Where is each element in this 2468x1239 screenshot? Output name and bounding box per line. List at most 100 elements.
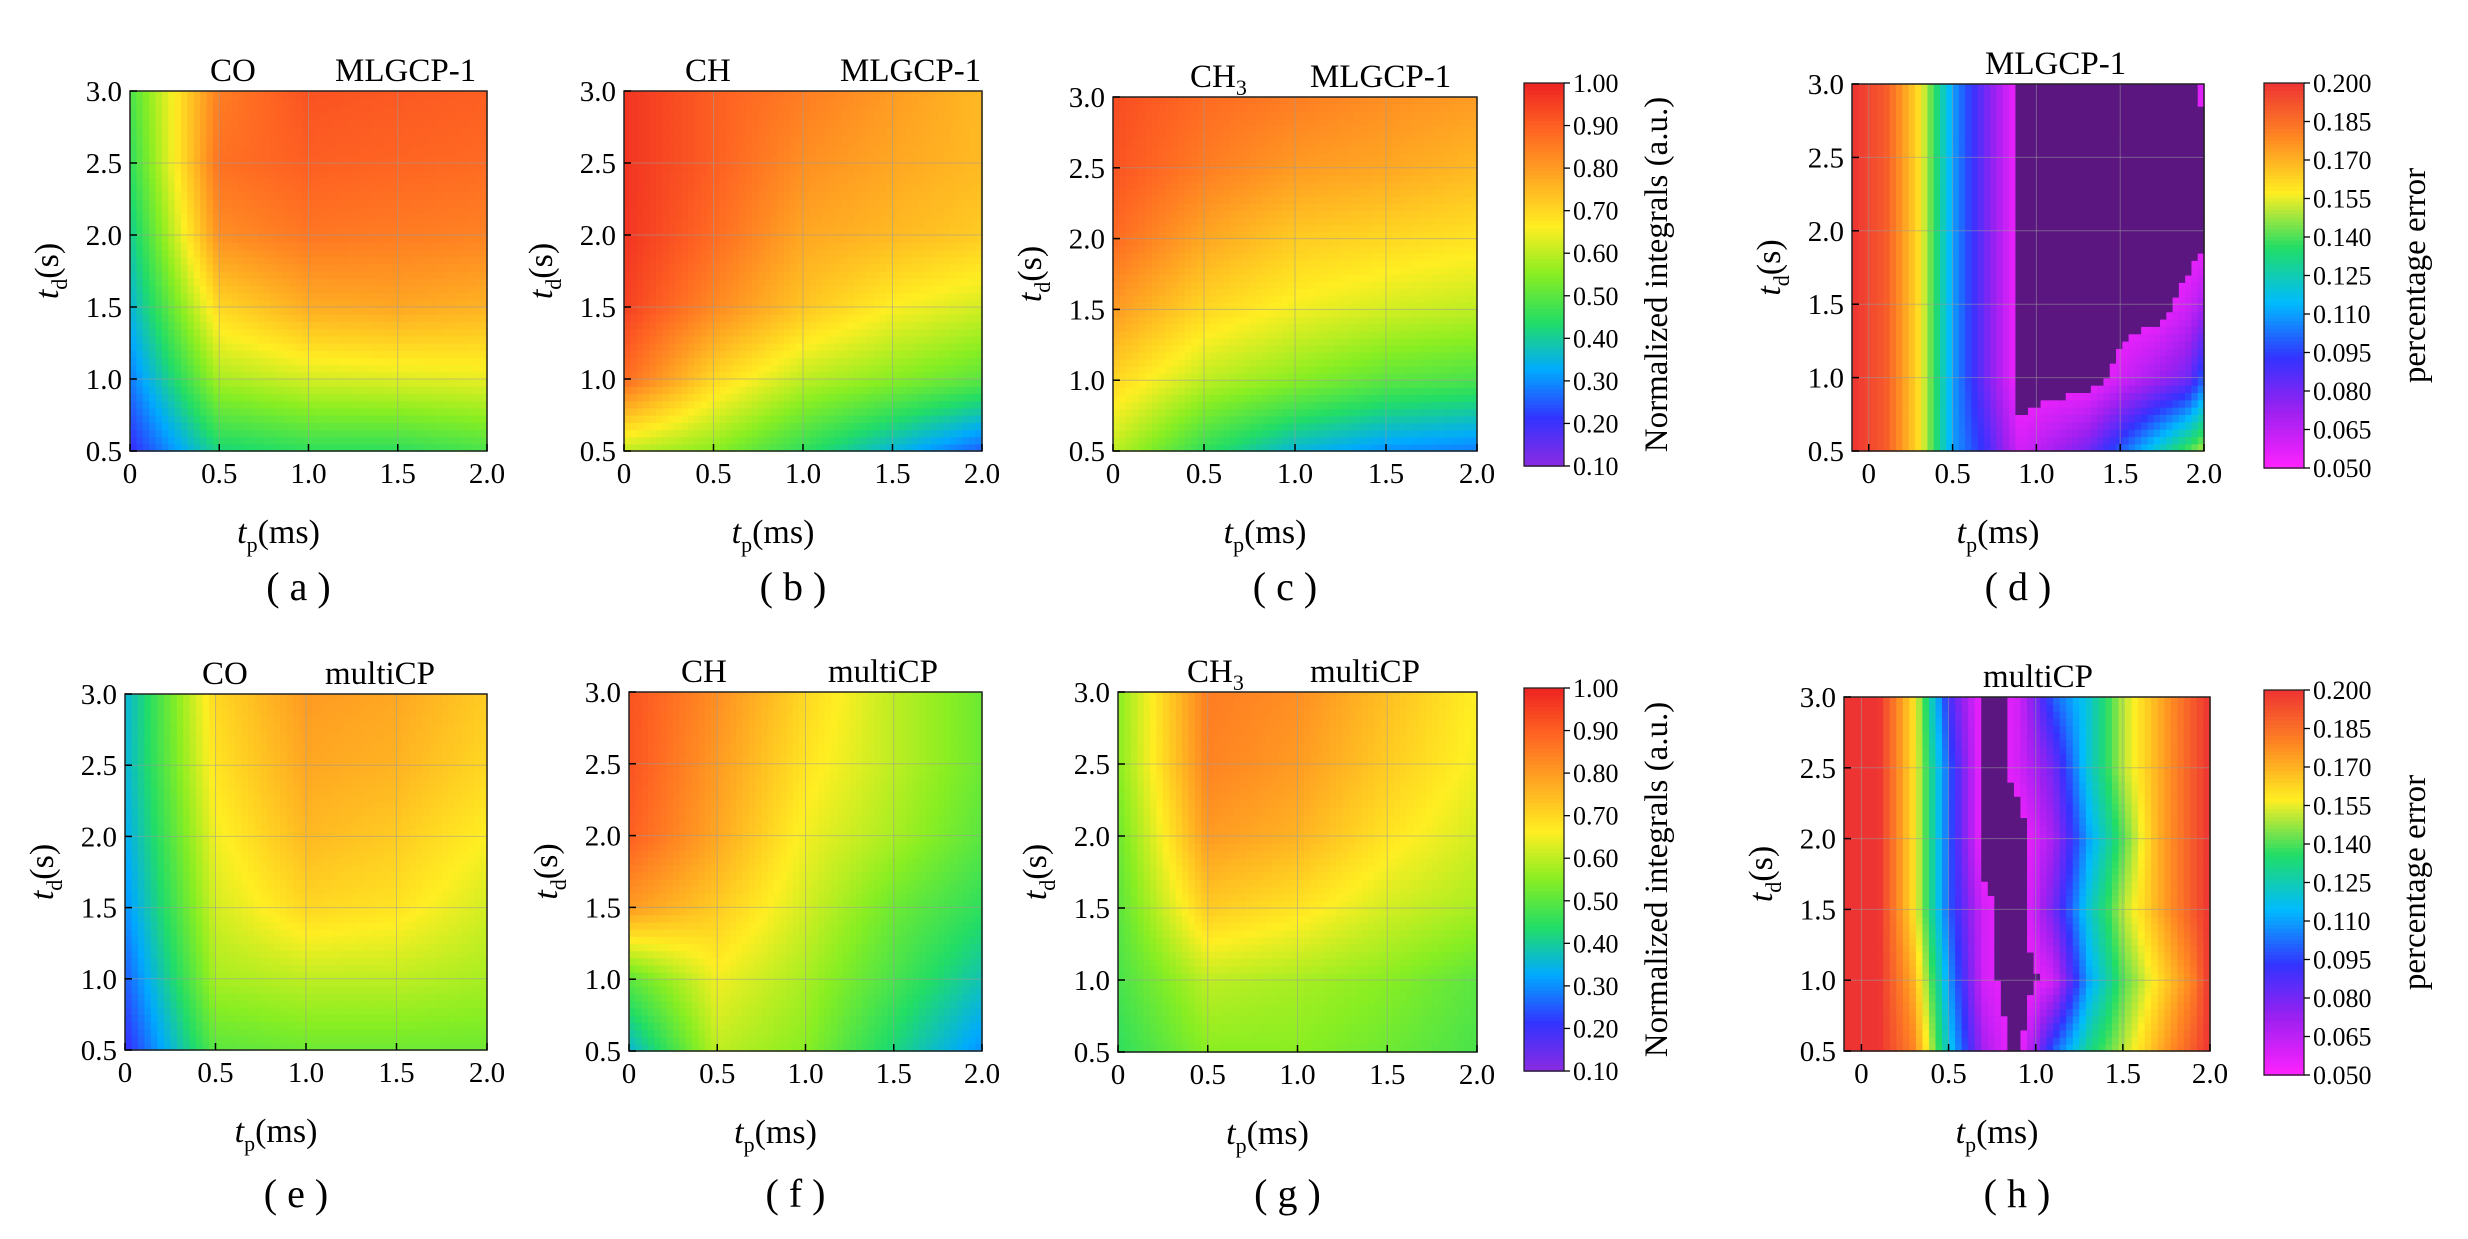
heatmap-cell [143, 141, 150, 149]
heatmap-cell [765, 393, 772, 401]
heatmap-cell [289, 213, 296, 221]
heatmap-cell [739, 177, 746, 185]
heatmap-cell [931, 293, 938, 301]
heatmap-cell [963, 242, 970, 250]
heatmap-cell [353, 293, 360, 301]
heatmap-cell [758, 206, 765, 214]
heatmap-cell [816, 314, 823, 322]
heatmap-cell [809, 206, 816, 214]
heatmap-cell [251, 321, 258, 329]
heatmap-cell [360, 98, 367, 106]
heatmap-cell [187, 213, 194, 221]
heatmap-cell [130, 149, 137, 157]
heatmap-cell [854, 221, 861, 229]
heatmap-cell [455, 185, 462, 193]
heatmap-cell [353, 213, 360, 221]
heatmap-cell [245, 271, 252, 279]
heatmap-cell [745, 177, 752, 185]
heatmap-cell [449, 401, 456, 409]
heatmap-cell [200, 285, 207, 293]
heatmap-cell [809, 350, 816, 358]
heatmap-cell [238, 98, 245, 106]
heatmap-cell [758, 185, 765, 193]
heatmap-cell [449, 242, 456, 250]
heatmap-cell [219, 401, 226, 409]
heatmap-cell [251, 379, 258, 387]
heatmap-cell [675, 336, 682, 344]
heatmap-cell [136, 429, 143, 437]
heatmap-cell [315, 177, 322, 185]
heatmap-cell [765, 314, 772, 322]
heatmap-cell [950, 177, 957, 185]
heatmap-cell [372, 185, 379, 193]
heatmap-cell [956, 329, 963, 337]
heatmap-cell [340, 343, 347, 351]
heatmap-cell [474, 249, 481, 257]
heatmap-cell [328, 278, 335, 286]
heatmap-cell [162, 206, 169, 214]
heatmap-cell [277, 199, 284, 207]
heatmap-cell [238, 199, 245, 207]
heatmap-cell [226, 105, 233, 113]
heatmap-cell [733, 177, 740, 185]
heatmap-cell [149, 437, 156, 445]
heatmap-cell [643, 177, 650, 185]
heatmap-cell [379, 350, 386, 358]
heatmap-cell [130, 437, 137, 445]
heatmap-cell [430, 192, 437, 200]
heatmap-cell [207, 177, 214, 185]
heatmap-cell [637, 264, 644, 272]
heatmap-cell [969, 192, 976, 200]
heatmap-cell [194, 170, 201, 178]
heatmap-cell [669, 242, 676, 250]
heatmap-cell [701, 415, 708, 423]
heatmap-cell [650, 343, 657, 351]
heatmap-cell [784, 379, 791, 387]
heatmap-cell [289, 422, 296, 430]
heatmap-cell [334, 185, 341, 193]
heatmap-cell [816, 357, 823, 365]
heatmap-cell [130, 314, 137, 322]
heatmap-cell [315, 408, 322, 416]
heatmap-cell [143, 401, 150, 409]
heatmap-cell [385, 120, 392, 128]
heatmap-cell [835, 235, 842, 243]
heatmap-cell [156, 401, 163, 409]
heatmap-cell [777, 177, 784, 185]
heatmap-cell [924, 257, 931, 265]
heatmap-cell [296, 149, 303, 157]
heatmap-cell [950, 429, 957, 437]
heatmap-cell [226, 401, 233, 409]
heatmap-cell [752, 379, 759, 387]
heatmap-cell [803, 278, 810, 286]
heatmap-cell [449, 177, 456, 185]
heatmap-cell [956, 350, 963, 358]
heatmap-cell [969, 422, 976, 430]
heatmap-cell [455, 415, 462, 423]
heatmap-cell [682, 257, 689, 265]
heatmap-cell [905, 336, 912, 344]
heatmap-cell [455, 120, 462, 128]
heatmap-cell [675, 393, 682, 401]
heatmap-cell [662, 249, 669, 257]
heatmap-cell [200, 357, 207, 365]
heatmap-cell [238, 278, 245, 286]
heatmap-cell [315, 134, 322, 142]
heatmap-cell [398, 422, 405, 430]
y-label-sub: d [47, 279, 72, 290]
heatmap-cell [809, 437, 816, 445]
heatmap-cell [232, 163, 239, 171]
heatmap-cell [309, 379, 316, 387]
heatmap-cell [251, 293, 258, 301]
heatmap-cell [398, 149, 405, 157]
heatmap-cell [340, 336, 347, 344]
heatmap-cell [809, 336, 816, 344]
heatmap-cell [462, 91, 469, 99]
heatmap-cell [835, 221, 842, 229]
heatmap-cell [207, 199, 214, 207]
heatmap-cell [714, 242, 721, 250]
heatmap-cell [264, 343, 271, 351]
heatmap-cell [630, 213, 637, 221]
heatmap-cell [258, 213, 265, 221]
heatmap-cell [334, 293, 341, 301]
